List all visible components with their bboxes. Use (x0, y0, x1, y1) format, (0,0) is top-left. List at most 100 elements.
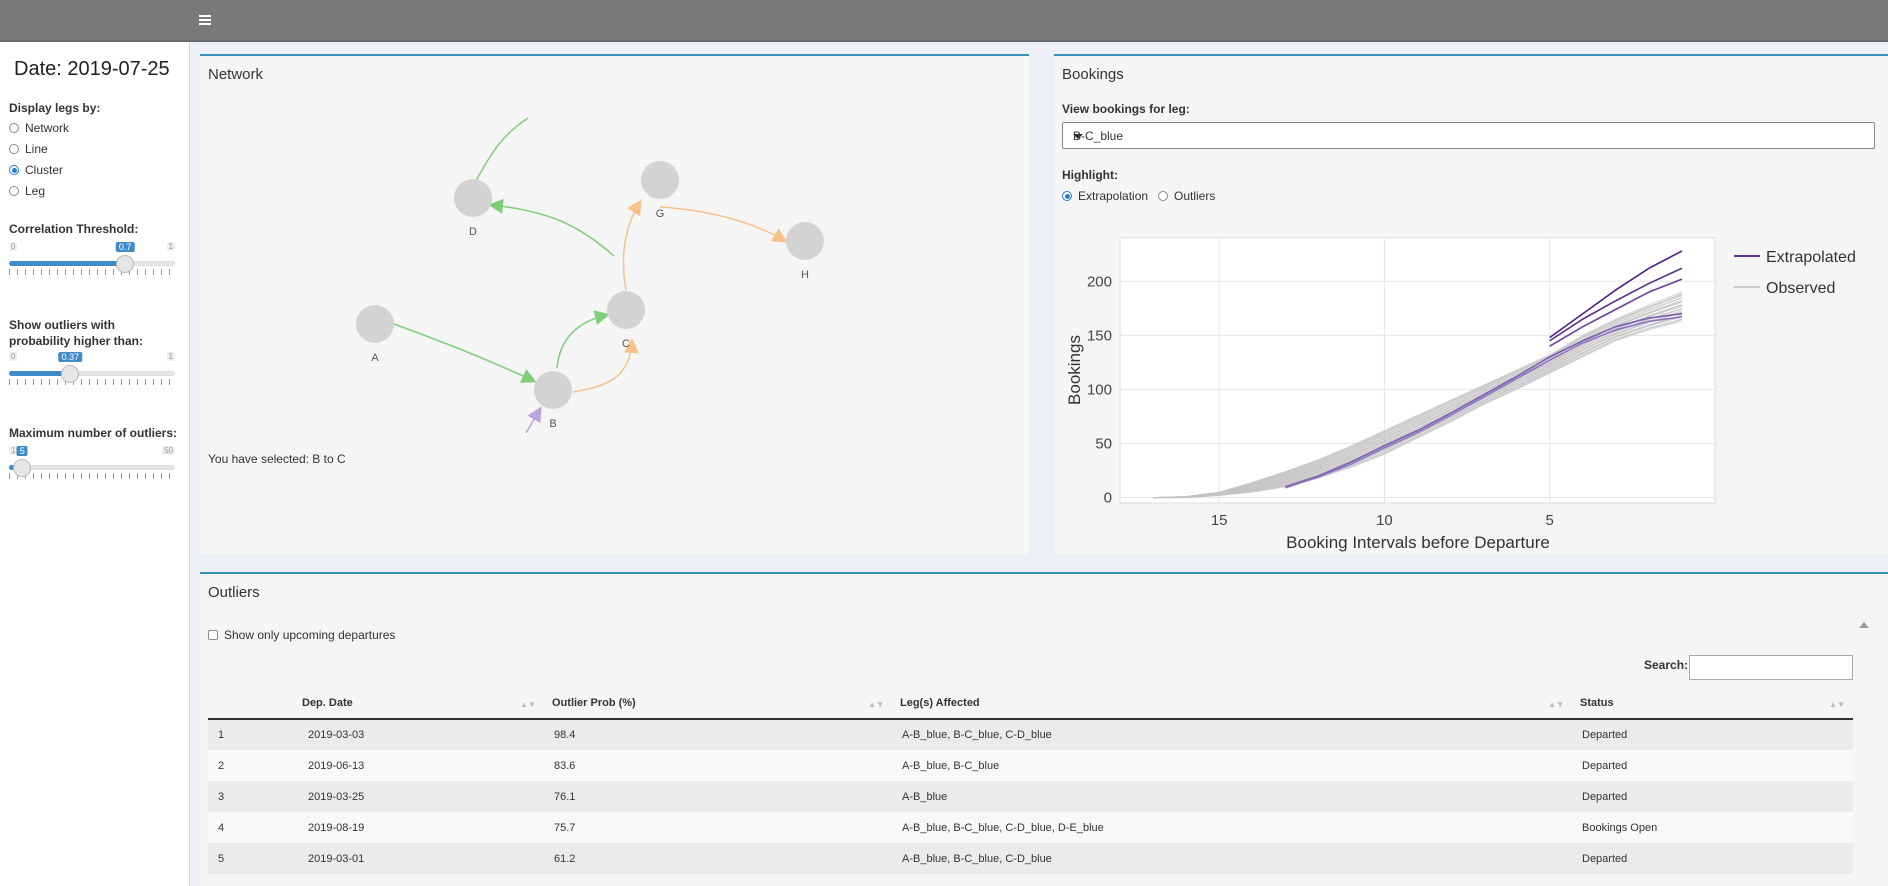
node-circle[interactable] (607, 291, 645, 329)
slider-min: 1 (9, 446, 18, 455)
network-title: Network (208, 66, 264, 83)
node-circle[interactable] (356, 305, 394, 343)
slider-max: 1 (166, 242, 175, 251)
radio-outliers[interactable]: Outliers (1158, 189, 1215, 203)
node-circle[interactable] (454, 179, 492, 217)
legend-label-extrapolated: Extrapolated (1766, 249, 1856, 266)
outlier-prob-slider[interactable]: 0 1 0.37 (9, 352, 175, 390)
max-outliers-label: Maximum number of outliers: (9, 426, 178, 440)
radio-line[interactable]: Line (9, 142, 48, 156)
node-a[interactable]: A (356, 305, 394, 364)
slider-handle[interactable] (61, 365, 80, 383)
edge-b-c (556, 310, 610, 369)
display-legs-label: Display legs by: (9, 101, 101, 115)
extrapolated-series-line (1285, 312, 1683, 488)
slider-track[interactable] (9, 465, 175, 470)
max-outliers-slider[interactable]: 1 50 5 (9, 446, 175, 484)
radio-extrapolation[interactable]: Extrapolation (1062, 189, 1148, 203)
table-header: Dep. Date ▲▼ Outlier Prob (%) ▲▼ Leg(s) Af… (208, 688, 1853, 720)
node-d[interactable]: D (454, 179, 492, 238)
y-axis-label: Bookings (1065, 335, 1084, 405)
slider-handle[interactable] (116, 255, 135, 273)
edge-a-b (393, 323, 537, 383)
leg-select-value: B-C_blue (1073, 129, 1124, 143)
radio-icon (9, 144, 19, 154)
table-row[interactable]: 5 2019-03-01 61.2 A-B_blue, B-C_blue, C-D_b… (208, 843, 1853, 874)
extrapolated-series-line (1285, 316, 1683, 489)
observed-series-line (1153, 291, 1683, 499)
node-circle[interactable] (534, 371, 572, 409)
x-ticks: 15 10 5 (1211, 512, 1554, 529)
col-status[interactable]: Status ▲▼ (1572, 688, 1853, 720)
slider-value: 5 (16, 446, 28, 456)
hamburger-menu-icon[interactable] (199, 13, 213, 27)
node-circle[interactable] (641, 161, 679, 199)
network-panel: Network D G H A C B You have selected: B… (200, 54, 1029, 555)
bookings-title: Bookings (1062, 66, 1124, 83)
node-label: B (549, 418, 556, 430)
vertical-scrollbar[interactable] (1856, 616, 1870, 886)
slider-ticks (9, 379, 175, 385)
slider-min: 0 (9, 352, 18, 361)
correlation-slider[interactable]: 0 1 0.7 (9, 242, 175, 280)
radio-checked-icon (9, 165, 19, 175)
node-label: D (469, 226, 477, 238)
sort-icon: ▲▼ (868, 700, 884, 709)
sidebar: Date: 2019-07-25 Display legs by: Networ… (0, 42, 190, 886)
slider-max: 50 (162, 446, 175, 455)
table-row[interactable]: 1 2019-03-03 98.4 A-B_blue, B-C_blue, C-D_b… (208, 719, 1853, 750)
table-row[interactable]: 4 2019-08-19 75.7 A-B_blue, B-C_blue, C-D_b… (208, 812, 1853, 843)
col-index[interactable] (208, 688, 298, 720)
scroll-up-icon[interactable] (1859, 622, 1869, 628)
node-label: H (801, 269, 809, 281)
edge-purple (525, 406, 542, 434)
y-tick-label: 200 (1087, 273, 1112, 290)
y-tick-label: 50 (1095, 436, 1112, 453)
node-circle[interactable] (786, 222, 824, 260)
highlight-label: Highlight: (1062, 168, 1118, 182)
x-tick-label: 10 (1376, 512, 1393, 529)
x-tick-label: 15 (1211, 512, 1228, 529)
node-label: A (371, 352, 379, 364)
slider-max: 1 (166, 352, 175, 361)
edge-g-h (659, 206, 788, 243)
radio-cluster[interactable]: Cluster (9, 163, 63, 177)
node-label: G (656, 208, 665, 220)
chart-grid (1120, 238, 1715, 503)
node-h[interactable]: H (786, 222, 824, 281)
outliers-table: Dep. Date ▲▼ Outlier Prob (%) ▲▼ Leg(s) Af… (208, 688, 1853, 874)
y-ticks: 0 50 100 150 200 (1087, 273, 1112, 506)
node-b[interactable]: B (534, 371, 572, 430)
slider-value: 0.37 (58, 352, 83, 362)
radio-icon (9, 123, 19, 133)
sort-icon: ▲▼ (520, 700, 536, 709)
y-tick-label: 100 (1087, 381, 1112, 398)
node-g[interactable]: G (641, 161, 679, 220)
outliers-title: Outliers (208, 584, 260, 601)
slider-handle[interactable] (13, 459, 32, 477)
radio-network[interactable]: Network (9, 121, 69, 135)
network-graph[interactable]: D G H A C B (200, 86, 1029, 486)
col-legs[interactable]: Leg(s) Affected ▲▼ (892, 688, 1572, 720)
table-row[interactable]: 2 2019-06-13 83.6 A-B_blue, B-C_blue Departe… (208, 750, 1853, 781)
radio-leg[interactable]: Leg (9, 184, 45, 198)
slider-ticks (9, 269, 175, 275)
search-input[interactable] (1689, 655, 1853, 680)
x-tick-label: 5 (1546, 512, 1554, 529)
date-label: Date: 2019-07-25 (14, 58, 170, 80)
table-row[interactable]: 3 2019-03-25 76.1 A-B_blue Departed (208, 781, 1853, 812)
extrapolated-series-line (1549, 267, 1683, 342)
selected-text: You have selected: B to C (208, 452, 346, 466)
legend: Extrapolated Observed (1734, 249, 1856, 297)
leg-select[interactable]: B-C_blue (1062, 122, 1875, 149)
col-dep-date[interactable]: Dep. Date ▲▼ (298, 688, 544, 720)
bookings-chart[interactable]: 15 10 5 0 50 100 150 200 Booking Intervals bef… (1054, 216, 1888, 556)
upcoming-checkbox[interactable]: Show only upcoming departures (208, 628, 395, 642)
node-c[interactable]: C (607, 291, 645, 350)
edge-c-d (488, 198, 615, 257)
slider-fill (9, 261, 126, 266)
extrapolated-series-line (1549, 250, 1683, 339)
search-label: Search: (1644, 658, 1689, 672)
col-outlier-prob[interactable]: Outlier Prob (%) ▲▼ (544, 688, 892, 720)
y-tick-label: 0 (1104, 490, 1112, 507)
